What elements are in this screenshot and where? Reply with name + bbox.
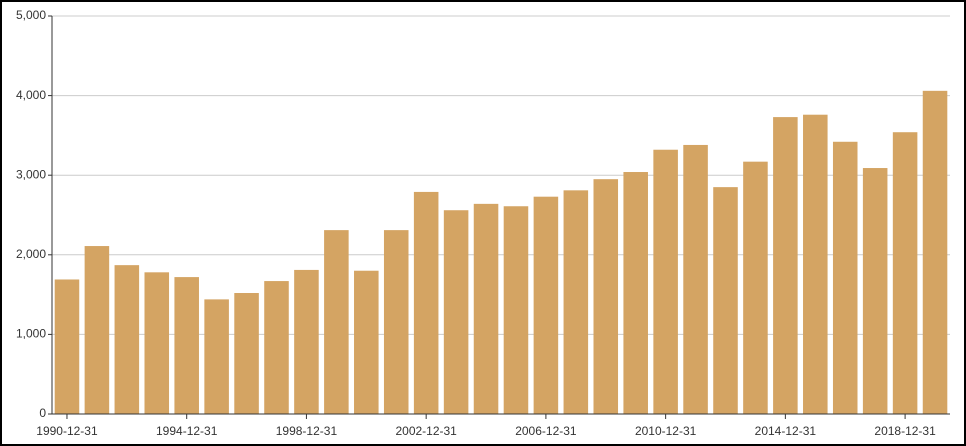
bar [324,230,349,414]
bar [114,265,140,414]
bar [413,191,439,414]
bar [803,114,828,414]
y-tick-label: 0 [39,406,46,420]
bar [204,299,229,414]
y-tick-label: 5,000 [16,8,46,22]
x-tick-label: 1990-12-31 [36,424,98,438]
bar [892,132,918,414]
bar [713,187,738,414]
bar [473,203,499,414]
bar [84,246,110,414]
y-tick-label: 3,000 [16,167,46,181]
bar [503,206,529,414]
bar [862,168,888,414]
x-tick-label: 1998-12-31 [276,424,338,438]
bar [354,270,379,414]
bar [653,149,678,414]
bar [563,190,589,414]
x-tick-label: 2006-12-31 [515,424,577,438]
bar [922,90,948,414]
x-tick-label: 2014-12-31 [755,424,817,438]
bar [264,281,289,414]
x-tick-label: 2018-12-31 [874,424,936,438]
bar [383,230,409,414]
y-tick-label: 4,000 [16,88,46,102]
bar [683,144,708,414]
bar [533,196,559,414]
bar [234,293,259,414]
x-tick-label: 2010-12-31 [635,424,697,438]
bar [623,172,648,414]
y-tick-label: 1,000 [16,327,46,341]
x-tick-label: 2002-12-31 [395,424,457,438]
bar [443,210,469,414]
bar [832,141,858,414]
y-tick-label: 2,000 [16,247,46,261]
bar [593,179,619,414]
bar [174,277,199,414]
bar [54,279,80,414]
bar [743,161,768,414]
x-tick-label: 1994-12-31 [156,424,218,438]
bar [294,269,319,414]
bar [773,117,798,414]
bar [144,272,170,414]
